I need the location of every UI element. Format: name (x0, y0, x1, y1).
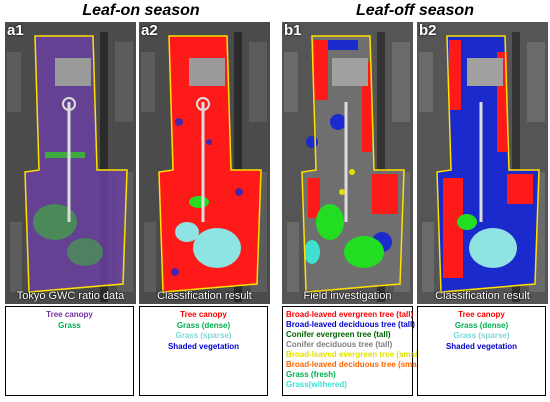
leaf-off-season-title: Leaf-off season (356, 2, 474, 19)
legend-item: Conifer deciduous tree (tall) (286, 340, 393, 349)
panel-b2-map: b2 Classification result (417, 22, 548, 304)
legend-item: Tree canopy (458, 310, 505, 319)
panel-b1-caption: Field investigation (303, 290, 392, 302)
panel-a1-label: a1 (7, 22, 24, 39)
leaf-on-season-title: Leaf-on season (82, 2, 200, 19)
legend-item: Grass (fresh) (286, 370, 336, 379)
panel-a2-label: a2 (141, 22, 158, 39)
panel-a1-map: a1 Tokyo GWC ratio data (5, 22, 136, 304)
panel-a1-caption: Tokyo GWC ratio data (16, 290, 125, 302)
panel-b1-map: b1 Field investigation (282, 22, 413, 304)
map-b2-image (417, 22, 548, 304)
panel-b2-label: b2 (419, 22, 437, 39)
legend-b1: Broad-leaved evergreen tree (tall) Broad-… (282, 306, 424, 396)
legend-item: Grass (sparse) (175, 331, 232, 340)
legend-item: Tree canopy (46, 310, 93, 319)
panel-a2-map: a2 Classification result (139, 22, 270, 304)
legend-item: Broad-leaved evergreen tree (tall) (286, 310, 414, 319)
legend-item: Grass(withered) (286, 380, 347, 389)
legend-item: Broad-leaved deciduous tree (small) (286, 360, 424, 369)
panel-b2-caption: Classification result (435, 290, 530, 302)
legend-item: Shaded vegetation (167, 341, 240, 351)
legend-item: Broad-leaved deciduous tree (tall) (286, 320, 415, 329)
legend-item: Grass (sparse) (453, 331, 510, 340)
panel-b1-label: b1 (284, 22, 302, 39)
legend-item: Grass (dense) (454, 320, 509, 330)
map-a1-image (5, 22, 136, 304)
legend-item: Grass (dense) (176, 320, 231, 330)
map-b1-image (282, 22, 413, 304)
legend-a1: Tree canopy Grass (5, 306, 134, 396)
legend-item: Grass (58, 320, 81, 330)
legend-a2: Tree canopy Grass (dense) Grass (sparse) Sh… (139, 306, 268, 396)
panel-a2-caption: Classification result (157, 290, 252, 302)
legend-item: Tree canopy (180, 310, 227, 319)
legend-item: Shaded vegetation (445, 341, 518, 351)
legend-item: Broad-leaved evergreen tree (small) (286, 350, 423, 359)
legend-item: Conifer evergreen tree (tall) (286, 330, 391, 339)
map-a2-image (139, 22, 270, 304)
legend-b2: Tree canopy Grass (dense) Grass (sparse) Sh… (417, 306, 546, 396)
